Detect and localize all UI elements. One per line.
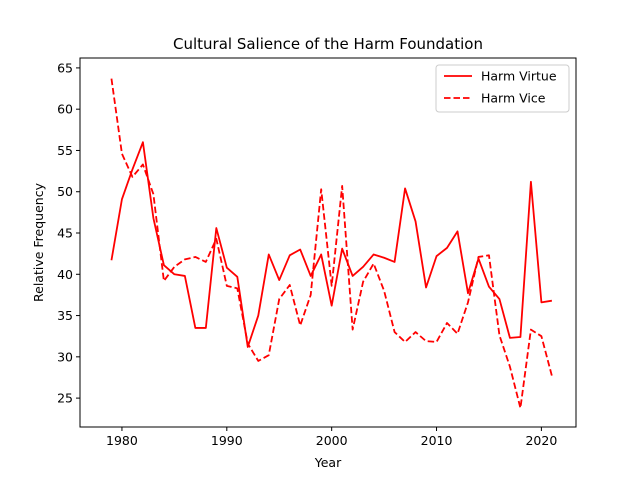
legend: Harm Virtue Harm Vice — [435, 64, 570, 113]
y-axis-ticks: 25 30 35 40 45 50 55 60 65 — [57, 60, 80, 406]
x-tick-label: 2020 — [525, 433, 557, 448]
y-tick-label: 25 — [57, 391, 73, 406]
y-tick-label: 60 — [57, 102, 73, 117]
y-axis-label: Relative Frequency — [31, 182, 46, 302]
series-line-harm-vice — [110, 78, 553, 409]
plot-area — [110, 78, 553, 409]
axes-frame — [79, 57, 577, 428]
y-tick-label: 55 — [57, 143, 73, 158]
y-tick-label: 50 — [57, 184, 73, 199]
y-tick-label: 65 — [57, 60, 73, 75]
x-tick-label: 2000 — [316, 433, 348, 448]
y-tick-label: 30 — [57, 349, 73, 364]
x-tick-label: 2010 — [421, 433, 453, 448]
y-tick-label: 45 — [57, 226, 73, 241]
x-tick-label: 1980 — [106, 433, 138, 448]
x-axis-label: Year — [314, 455, 342, 470]
chart-title: Cultural Salience of the Harm Foundation — [173, 35, 483, 53]
x-axis-ticks: 1980 1990 2000 2010 2020 — [106, 427, 557, 448]
legend-label-harm-virtue: Harm Virtue — [481, 69, 557, 84]
x-tick-label: 1990 — [211, 433, 243, 448]
y-tick-label: 35 — [57, 308, 73, 323]
y-tick-label: 40 — [57, 267, 73, 282]
legend-label-harm-vice: Harm Vice — [481, 91, 546, 106]
